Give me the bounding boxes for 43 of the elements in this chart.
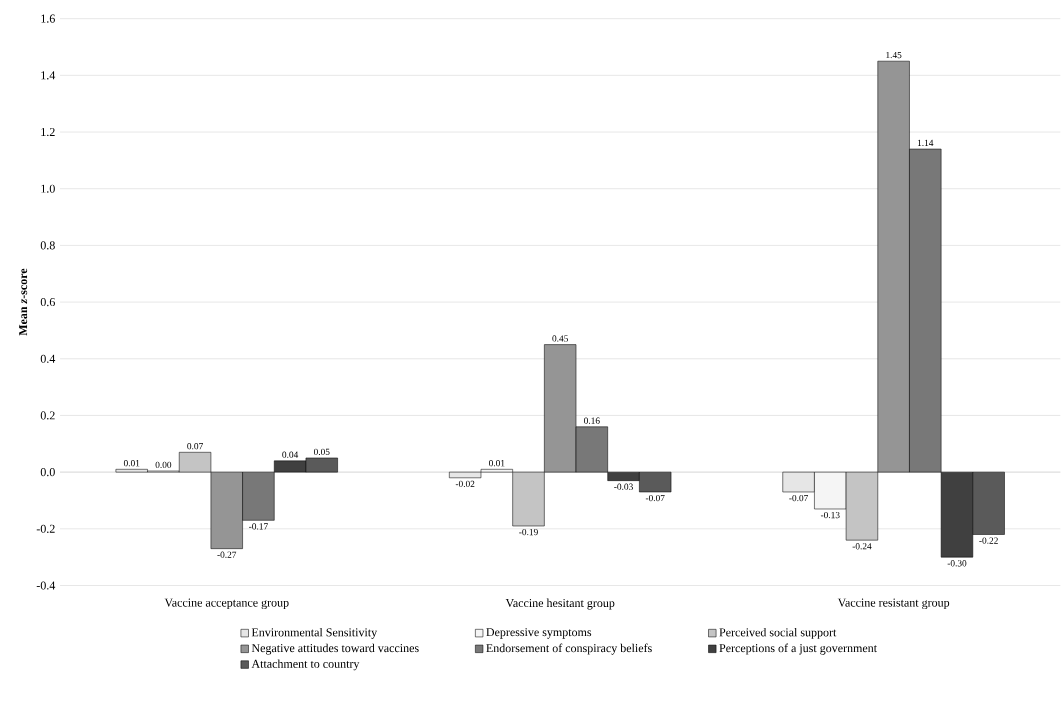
legend-label: Perceived social support [719, 628, 837, 639]
data-label: 0.04 [282, 451, 299, 458]
data-label: 0.07 [187, 443, 203, 450]
data-label: -0.07 [789, 494, 809, 502]
data-label: 0.05 [313, 448, 330, 456]
data-label: -0.07 [645, 494, 665, 502]
legend-label: Depressive symptoms [486, 628, 592, 639]
legend-label: Environmental Sensitivity [251, 628, 378, 639]
y-axis-title: Mean z-score [19, 268, 28, 336]
data-label: -0.19 [519, 528, 538, 536]
data-label: -0.03 [614, 483, 633, 490]
y-tick-label: 1.4 [41, 71, 56, 80]
x-tick-label: Vaccine hesitant group [505, 598, 615, 610]
y-tick-label: 0.4 [40, 354, 56, 363]
y-tick-label: 1.6 [41, 14, 55, 23]
data-label: -0.02 [455, 480, 475, 488]
y-tick-label: 0.8 [40, 241, 55, 250]
data-label: -0.27 [217, 551, 237, 558]
data-label: -0.24 [852, 543, 872, 550]
data-label: 0.00 [155, 461, 172, 469]
y-tick-label: 1.0 [41, 184, 55, 193]
data-label: -0.17 [249, 523, 268, 530]
legend-label: Perceptions of a just government [719, 643, 877, 655]
data-label: 0.01 [123, 460, 140, 467]
y-tick-label: -0.2 [36, 524, 55, 533]
data-label: 1.14 [917, 139, 934, 147]
legend-label: Attachment to country [251, 659, 360, 671]
y-tick-label: 0.0 [40, 468, 55, 477]
y-tick-label: 0.2 [40, 411, 55, 420]
data-label: 0.45 [552, 335, 568, 342]
data-label: -0.30 [947, 560, 967, 567]
legend-label: Negative attitudes toward vaccines [251, 643, 419, 655]
y-tick-label: 0.6 [40, 298, 55, 307]
y-tick-label: -0.4 [36, 581, 56, 590]
y-tick-label: 1.2 [41, 128, 55, 137]
x-tick-label: Vaccine acceptance group [164, 598, 289, 610]
legend-label: Endorsement of conspiracy beliefs [486, 643, 652, 655]
data-label: 0.16 [584, 417, 600, 424]
data-label: -0.13 [820, 511, 840, 519]
data-label: 1.45 [886, 52, 902, 59]
data-label: 0.01 [489, 460, 505, 467]
x-tick-label: Vaccine resistant group [837, 598, 950, 610]
data-label: -0.22 [979, 537, 998, 544]
